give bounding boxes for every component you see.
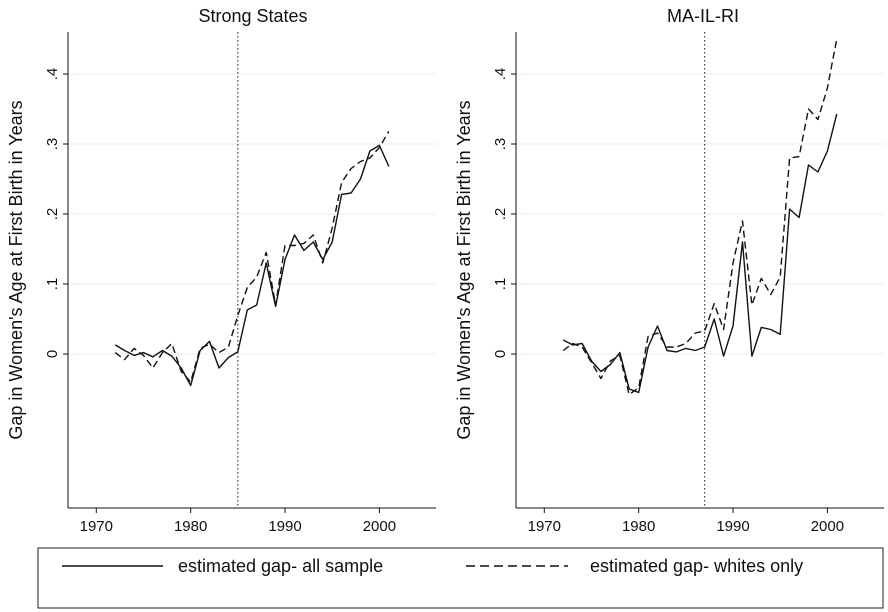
y-tick-label: .4 [492, 68, 509, 81]
panel-title: MA-IL-RI [667, 6, 739, 26]
x-tick-label: 2000 [811, 518, 844, 535]
y-axis-label: Gap in Women's Age at First Birth in Yea… [6, 100, 26, 439]
y-tick-label: 0 [492, 350, 509, 358]
y-tick-label: .2 [492, 208, 509, 221]
y-tick-label: .3 [44, 138, 61, 151]
y-tick-label: 0 [44, 350, 61, 358]
series-line-all-sample [114, 144, 390, 387]
x-tick-label: 1970 [80, 518, 113, 535]
legend: estimated gap- all sample estimated gap-… [37, 547, 884, 609]
x-tick-label: 2000 [363, 518, 396, 535]
series-line-all-sample [562, 113, 838, 394]
x-tick-label: 1970 [528, 518, 561, 535]
series-line-whites-only [114, 131, 390, 383]
x-tick-label: 1990 [716, 518, 749, 535]
y-tick-label: .4 [44, 68, 61, 81]
y-axis-label: Gap in Women's Age at First Birth in Yea… [454, 100, 474, 439]
x-tick-label: 1990 [268, 518, 301, 535]
y-tick-label: .2 [44, 208, 61, 221]
x-tick-label: 1980 [174, 518, 207, 535]
legend-box [37, 547, 884, 609]
x-tick-label: 1980 [622, 518, 655, 535]
y-tick-label: .3 [492, 138, 509, 151]
series-line-whites-only [562, 38, 838, 396]
y-tick-label: .1 [492, 278, 509, 291]
panel-title: Strong States [198, 6, 307, 26]
legend-label: estimated gap- all sample [178, 556, 383, 576]
y-tick-label: .1 [44, 278, 61, 291]
panel-strong-states: Strong States Gap in Women's Age at Firs… [6, 6, 436, 535]
panel-ma-il-ri: MA-IL-RI Gap in Women's Age at First Bir… [454, 6, 884, 535]
legend-label: estimated gap- whites only [590, 556, 803, 576]
